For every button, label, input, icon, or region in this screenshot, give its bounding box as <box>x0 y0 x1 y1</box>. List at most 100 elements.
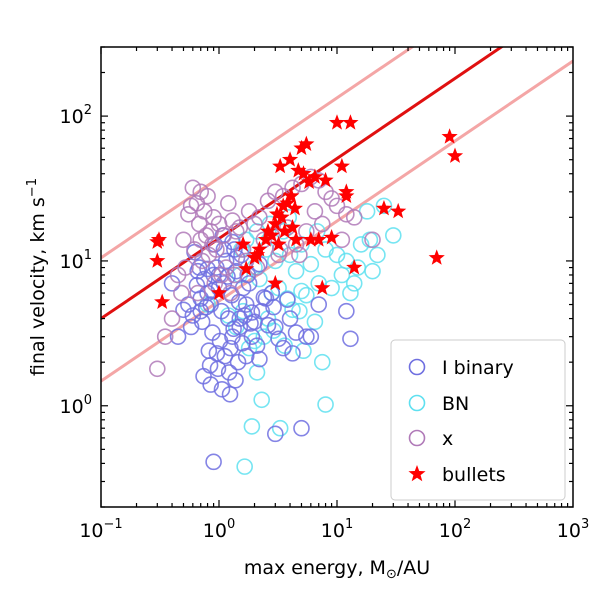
point-bn <box>369 246 386 264</box>
point-i-binary <box>205 453 222 471</box>
fit-lines <box>101 47 573 383</box>
point-bullet <box>270 235 287 252</box>
point-i-binary <box>189 262 207 280</box>
point-i-binary <box>338 302 355 320</box>
legend-marker-i-binary <box>408 358 426 376</box>
point-bullet <box>272 157 289 174</box>
point-i-binary <box>270 330 287 348</box>
x-tick-label: 10−1 <box>79 517 122 542</box>
point-i-binary <box>302 328 320 345</box>
point-bn <box>342 284 359 302</box>
point-i-binary <box>265 298 282 316</box>
point-i-binary <box>200 342 218 359</box>
point-i-binary <box>298 328 315 345</box>
point-x <box>189 284 207 302</box>
point-i-binary <box>213 380 231 398</box>
point-i-binary <box>284 345 301 362</box>
point-i-binary <box>192 302 210 320</box>
point-x <box>149 360 166 378</box>
point-i-binary <box>205 266 222 284</box>
point-bullet <box>301 173 318 190</box>
point-bullet <box>263 226 280 243</box>
point-i-binary <box>228 249 246 267</box>
x-tick-label: 103 <box>557 517 589 542</box>
point-i-binary <box>202 376 219 393</box>
point-i-binary <box>293 419 310 437</box>
point-x <box>197 227 215 244</box>
point-bullet <box>257 231 275 247</box>
point-x <box>333 231 351 249</box>
point-bn <box>385 227 402 244</box>
point-x <box>364 231 381 249</box>
point-x <box>169 266 187 284</box>
point-bullet <box>267 215 284 231</box>
point-bn <box>243 418 261 435</box>
point-i-binary <box>215 241 233 258</box>
point-bn <box>253 391 270 409</box>
legend-marker-bullets <box>408 465 426 482</box>
point-bullet <box>342 114 359 130</box>
point-x <box>213 266 230 284</box>
point-x <box>163 310 181 327</box>
legend-marker-bn <box>408 394 426 412</box>
point-bullet <box>323 229 340 245</box>
point-bullet <box>283 187 300 204</box>
point-i-binary <box>188 276 206 294</box>
point-bullet <box>295 165 312 181</box>
point-i-binary <box>213 302 230 320</box>
point-bn <box>364 262 381 280</box>
y-tick-label: 102 <box>60 103 92 128</box>
point-bn <box>313 353 331 371</box>
legend-box <box>390 339 566 501</box>
x-tick-label: 100 <box>203 517 235 542</box>
axis-ticks: 10−1 100 101 102 103 100 101 102 <box>60 46 589 542</box>
point-bullet <box>279 194 296 211</box>
data-points <box>149 114 464 475</box>
point-i-binary <box>267 425 284 443</box>
point-i-binary <box>199 260 216 278</box>
point-bullet <box>390 202 407 219</box>
point-x <box>220 195 237 212</box>
point-x <box>227 223 245 240</box>
point-i-binary <box>193 313 211 331</box>
point-x <box>328 197 346 215</box>
point-bullet <box>338 183 355 199</box>
point-bullet <box>328 114 346 130</box>
point-x <box>291 246 308 264</box>
y-tick-label: 101 <box>60 248 92 273</box>
point-bn <box>284 301 301 319</box>
point-x <box>184 179 202 197</box>
point-bullet <box>290 162 307 178</box>
point-bullet <box>446 147 464 163</box>
point-i-binary <box>259 316 277 334</box>
y-axis-label: final velocity, km s−1 <box>25 178 49 376</box>
point-x <box>246 215 263 233</box>
point-x <box>338 205 355 223</box>
point-bullet <box>333 157 350 174</box>
point-bullet <box>210 284 228 300</box>
point-bn <box>352 236 370 253</box>
point-bn <box>306 313 324 331</box>
point-bullet <box>150 231 168 247</box>
point-x <box>180 205 197 223</box>
point-i-binary <box>163 275 181 292</box>
y-tick-label: 100 <box>60 393 92 418</box>
point-bullet <box>149 252 166 268</box>
point-i-binary <box>281 310 299 327</box>
legend-marker-x <box>408 429 426 447</box>
point-bn <box>345 275 363 292</box>
point-x <box>306 203 324 220</box>
point-i-binary <box>251 350 268 368</box>
point-i-binary <box>184 307 202 324</box>
point-i-binary <box>169 328 187 345</box>
point-bullet <box>346 259 363 275</box>
point-bullet <box>288 231 305 247</box>
point-i-binary <box>221 385 239 403</box>
point-i-binary <box>279 291 296 308</box>
x-tick-label: 101 <box>321 517 353 542</box>
point-bullet <box>275 197 292 213</box>
point-bullet <box>375 200 393 216</box>
x-axis-label: max energy, M⊙/AU <box>244 557 430 582</box>
point-x <box>156 328 174 345</box>
